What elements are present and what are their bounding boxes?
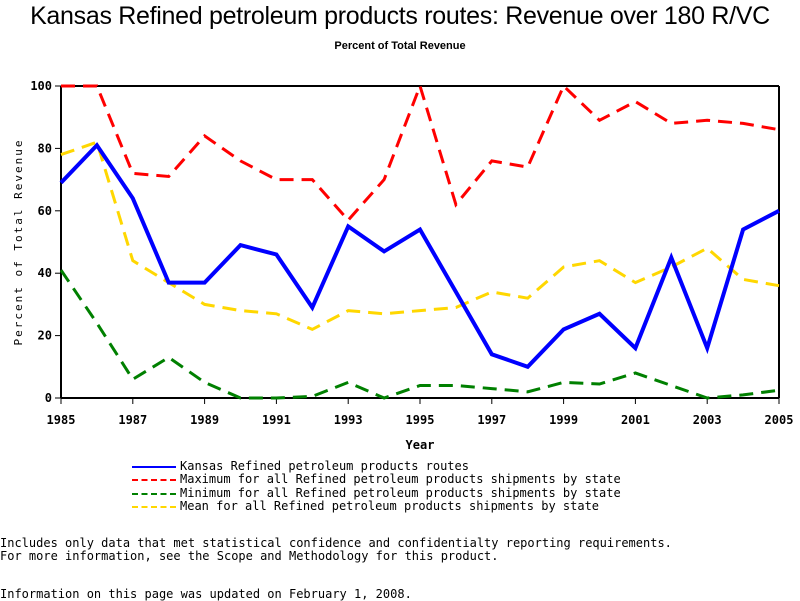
x-tick-label: 1997 xyxy=(477,413,506,427)
x-tick-label: 2005 xyxy=(765,413,794,427)
legend-swatch-maximum xyxy=(132,479,176,481)
x-tick-label: 2003 xyxy=(693,413,722,427)
x-tick-label: 1999 xyxy=(549,413,578,427)
x-tick-label: 1985 xyxy=(47,413,76,427)
x-axis-title: Year xyxy=(406,438,435,452)
y-tick-label: 100 xyxy=(30,79,52,93)
legend: Kansas Refined petroleum products routes… xyxy=(132,460,621,514)
series-line-mean xyxy=(61,142,779,329)
x-tick-label: 1993 xyxy=(334,413,363,427)
series-line-maximum xyxy=(61,86,779,220)
plot-frame xyxy=(61,86,779,398)
legend-item: Minimum for all Refined petroleum produc… xyxy=(132,487,621,500)
y-tick-label: 0 xyxy=(45,391,52,405)
legend-swatch-kansas xyxy=(132,466,176,468)
legend-swatch-mean xyxy=(132,506,176,508)
x-tick-label: 1989 xyxy=(190,413,219,427)
y-axis: 0 20 40 60 80 100 xyxy=(30,79,61,405)
legend-label: Mean for all Refined petroleum products … xyxy=(180,500,599,513)
legend-label: Maximum for all Refined petroleum produc… xyxy=(180,473,621,486)
x-tick-label: 1991 xyxy=(262,413,291,427)
x-tick-label: 2001 xyxy=(621,413,650,427)
y-tick-label: 20 xyxy=(38,329,52,343)
y-tick-label: 40 xyxy=(38,266,52,280)
series-group xyxy=(61,86,779,398)
y-tick-label: 80 xyxy=(38,141,52,155)
y-axis-title: Percent of Total Revenue xyxy=(12,139,25,346)
footnote-methodology: For more information, see the Scope and … xyxy=(0,549,499,563)
footnote-confidence: Includes only data that met statistical … xyxy=(0,536,672,550)
series-line-kansas xyxy=(61,145,779,366)
x-tick-label: 1995 xyxy=(406,413,435,427)
y-tick-label: 60 xyxy=(38,204,52,218)
legend-item: Maximum for all Refined petroleum produc… xyxy=(132,473,621,486)
series-line-minimum xyxy=(61,270,779,398)
legend-label: Minimum for all Refined petroleum produc… xyxy=(180,487,621,500)
legend-item: Kansas Refined petroleum products routes xyxy=(132,460,621,473)
legend-label: Kansas Refined petroleum products routes xyxy=(180,460,469,473)
footnote-updated: Information on this page was updated on … xyxy=(0,587,412,601)
legend-item: Mean for all Refined petroleum products … xyxy=(132,500,621,513)
legend-swatch-minimum xyxy=(132,493,176,495)
x-axis: 1985 1987 1989 1991 1993 1995 1997 1999 2001 2003… xyxy=(47,398,794,427)
x-tick-label: 1987 xyxy=(118,413,147,427)
